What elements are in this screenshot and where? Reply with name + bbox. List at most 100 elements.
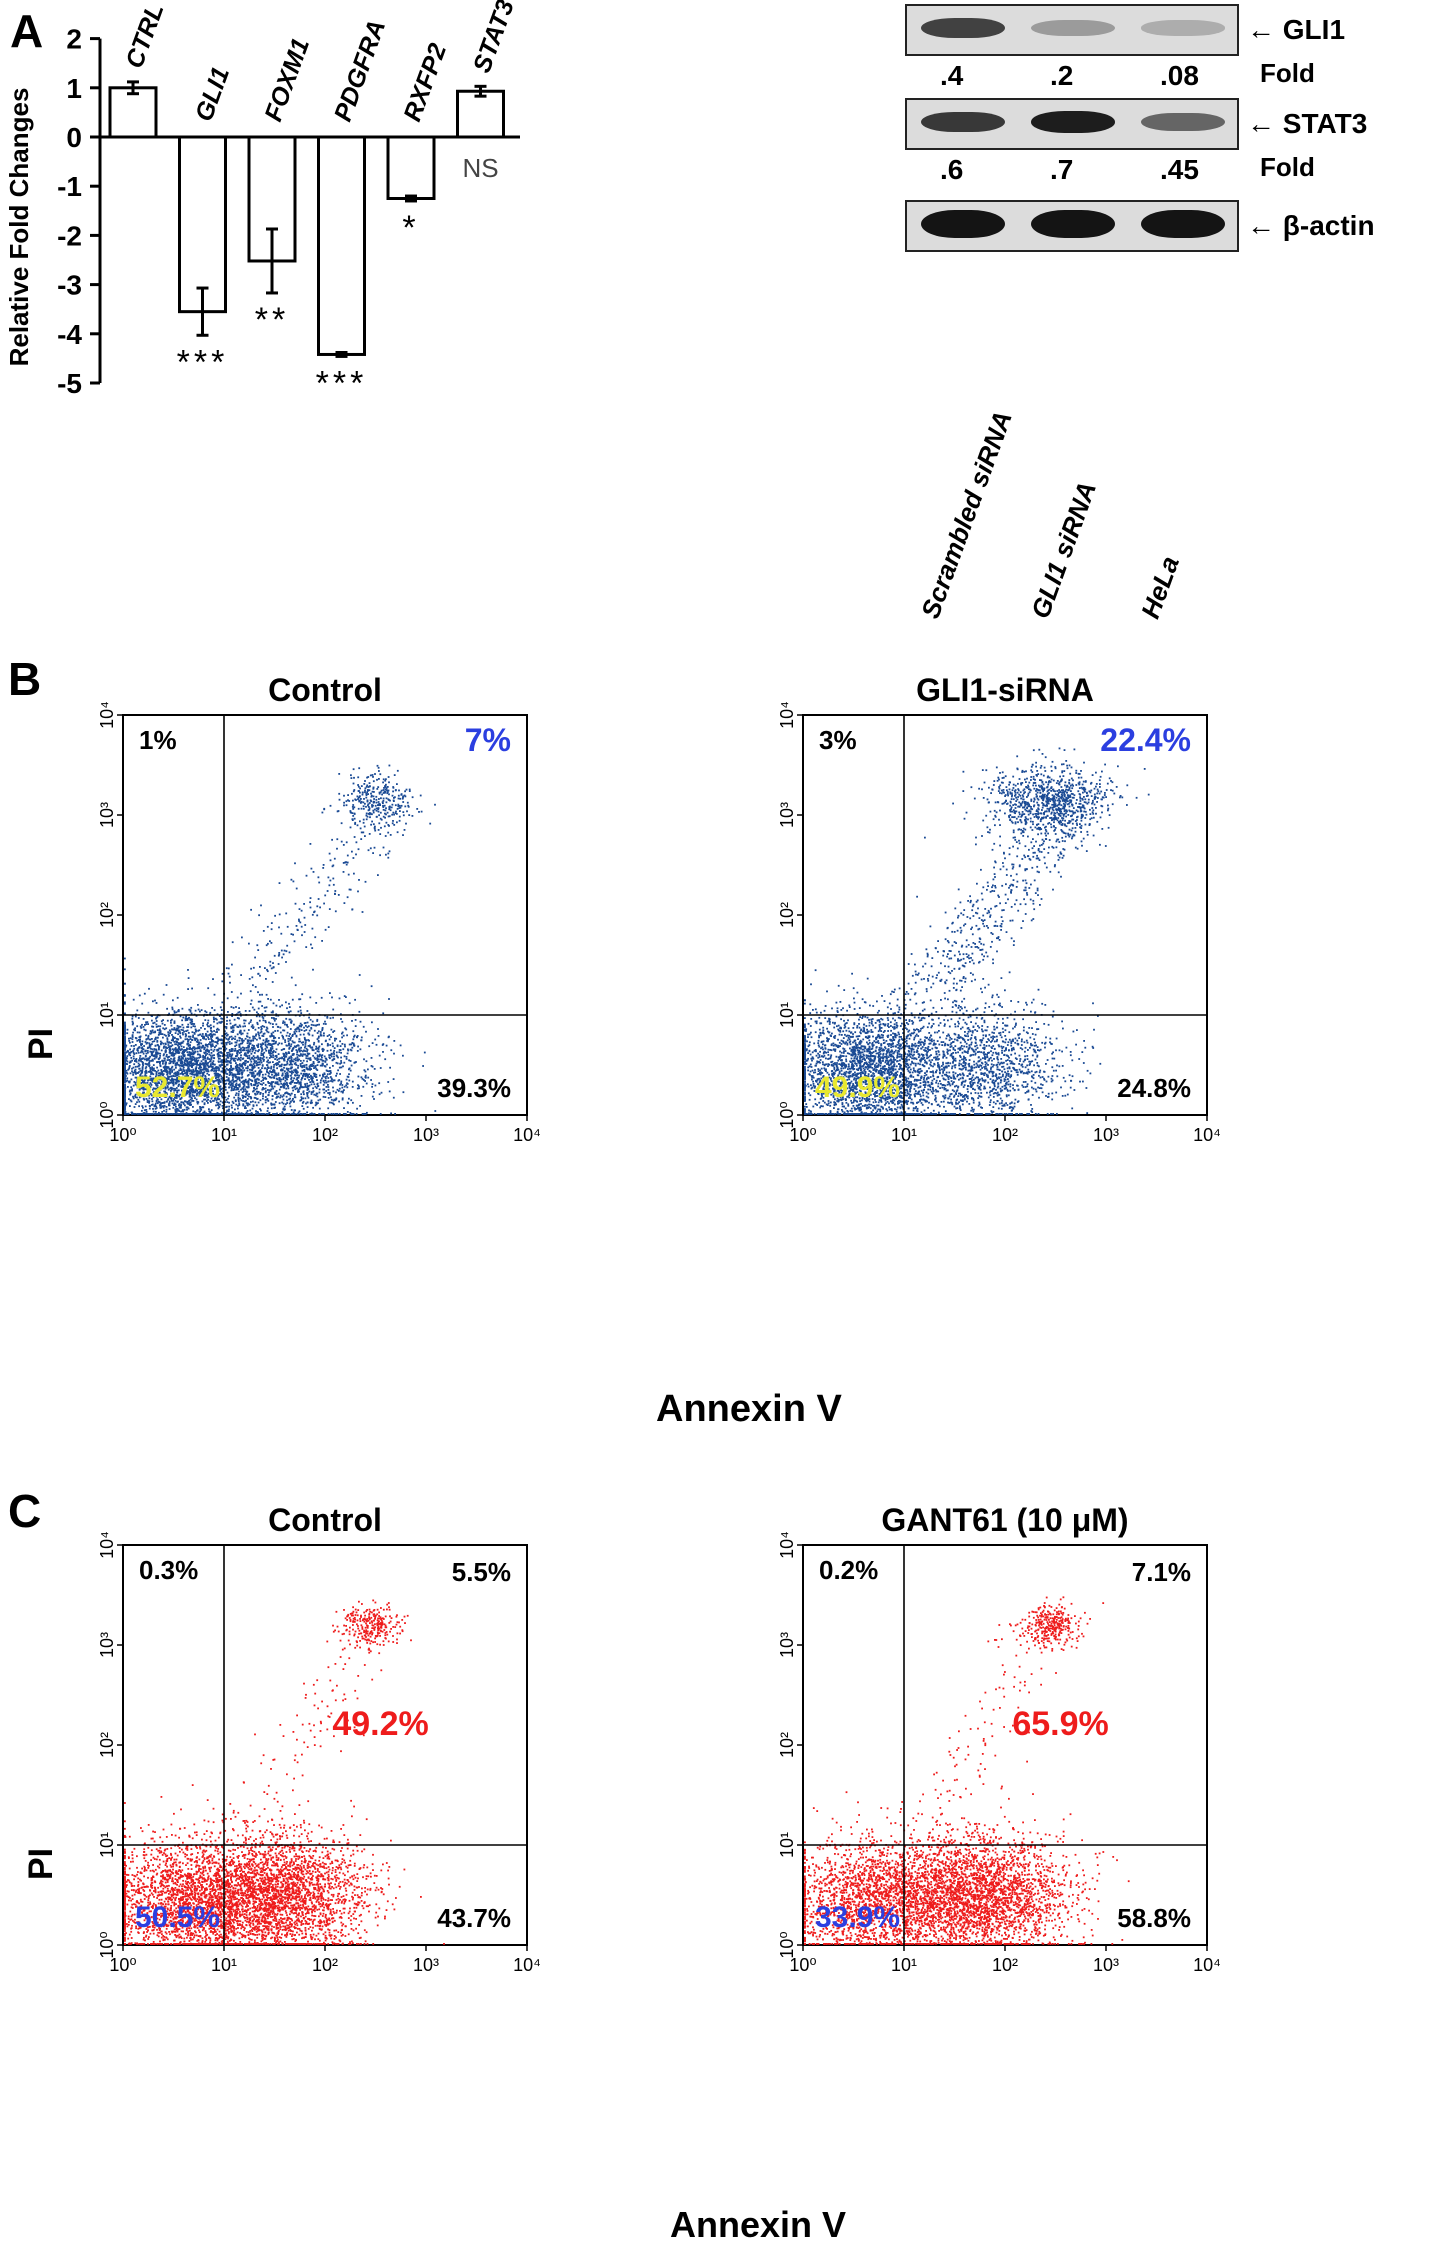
event-dot: [263, 1113, 265, 1115]
event-dot: [191, 1080, 194, 1082]
event-dot: [295, 1028, 298, 1030]
event-dot: [384, 835, 387, 837]
event-dot: [228, 1036, 231, 1038]
event-dot: [245, 1090, 247, 1093]
event-dot: [299, 998, 302, 1001]
event-dot: [173, 1059, 176, 1062]
event-dot: [211, 1043, 214, 1046]
event-dot: [155, 1107, 158, 1109]
event-dot: [138, 1113, 141, 1115]
event-dot: [166, 1072, 169, 1075]
event-dot: [357, 807, 360, 810]
event-dot: [176, 1025, 179, 1027]
event-dot: [220, 1009, 223, 1011]
event-dot: [133, 1106, 136, 1108]
event-dot: [166, 1037, 169, 1040]
event-dot: [211, 1034, 214, 1037]
event-dot: [186, 1108, 188, 1111]
event-dot: [260, 1113, 263, 1115]
event-dot: [323, 808, 326, 811]
event-dot: [190, 1021, 193, 1023]
event-dot: [312, 1077, 314, 1079]
event-dot: [321, 1077, 323, 1080]
event-dot: [304, 1075, 307, 1078]
event-dot: [257, 1078, 260, 1081]
event-dot: [180, 1101, 183, 1104]
event-dot: [225, 1047, 228, 1050]
event-dot: [151, 1019, 153, 1022]
event-dot: [148, 1084, 151, 1086]
event-dot: [253, 1066, 256, 1069]
event-dot: [339, 1062, 341, 1065]
event-dot: [265, 1113, 268, 1115]
event-dot: [307, 1085, 310, 1088]
event-dot: [135, 1058, 138, 1060]
event-dot: [136, 1048, 139, 1050]
event-dot: [382, 789, 385, 791]
event-dot: [151, 1015, 153, 1017]
event-dot: [250, 1101, 252, 1103]
event-dot: [239, 1037, 241, 1040]
event-dot: [146, 1081, 149, 1084]
event-dot: [330, 1036, 332, 1038]
event-dot: [372, 809, 375, 812]
event-dot: [195, 1094, 198, 1097]
event-dot: [287, 1057, 290, 1060]
event-dot: [326, 1044, 329, 1047]
event-dot: [371, 1021, 373, 1024]
event-dot: [241, 1032, 244, 1035]
event-dot: [159, 1028, 161, 1031]
event-dot: [124, 1098, 126, 1101]
event-dot: [147, 1092, 149, 1095]
event-dot: [331, 1078, 333, 1081]
event-dot: [151, 1025, 153, 1028]
event-dot: [137, 1051, 140, 1054]
event-dot: [368, 807, 371, 810]
event-dot: [124, 1037, 126, 1039]
blot-band: [1031, 111, 1115, 133]
event-dot: [237, 1076, 239, 1079]
event-dot: [187, 1054, 190, 1057]
event-dot: [152, 1079, 155, 1081]
event-dot: [265, 1039, 268, 1042]
event-dot: [173, 1089, 176, 1092]
event-dot: [160, 1083, 163, 1086]
event-dot: [211, 1113, 214, 1115]
event-dot: [209, 1041, 212, 1044]
event-dot: [308, 1073, 311, 1076]
event-dot: [238, 1077, 241, 1080]
event-dot: [411, 815, 414, 817]
event-dot: [242, 1104, 245, 1107]
event-dot: [328, 1091, 331, 1094]
event-dot: [225, 1037, 228, 1040]
event-dot: [317, 1102, 319, 1104]
event-dot: [152, 1069, 154, 1072]
event-dot: [279, 1031, 282, 1034]
event-dot: [293, 1041, 296, 1044]
event-dot: [206, 1113, 208, 1115]
event-dot: [235, 1006, 237, 1008]
event-dot: [299, 1082, 301, 1084]
event-dot: [217, 1085, 220, 1088]
event-dot: [210, 1036, 212, 1038]
event-dot: [237, 1104, 239, 1107]
event-dot: [193, 1057, 196, 1060]
event-dot: [269, 1049, 271, 1052]
event-dot: [195, 1067, 198, 1070]
event-dot: [237, 1084, 240, 1086]
event-dot: [184, 1033, 187, 1035]
event-dot: [399, 806, 402, 809]
event-dot: [156, 1061, 158, 1064]
event-dot: [176, 1029, 179, 1031]
event-dot: [248, 1054, 251, 1057]
event-dot: [252, 1104, 255, 1107]
event-dot: [236, 1025, 239, 1028]
event-dot: [245, 1113, 248, 1115]
event-dot: [250, 1069, 253, 1071]
event-dot: [217, 1040, 219, 1043]
event-dot: [279, 1096, 281, 1099]
event-dot: [239, 1064, 241, 1067]
event-dot: [227, 1097, 229, 1100]
event-dot: [333, 1079, 336, 1082]
event-dot: [177, 1080, 179, 1083]
